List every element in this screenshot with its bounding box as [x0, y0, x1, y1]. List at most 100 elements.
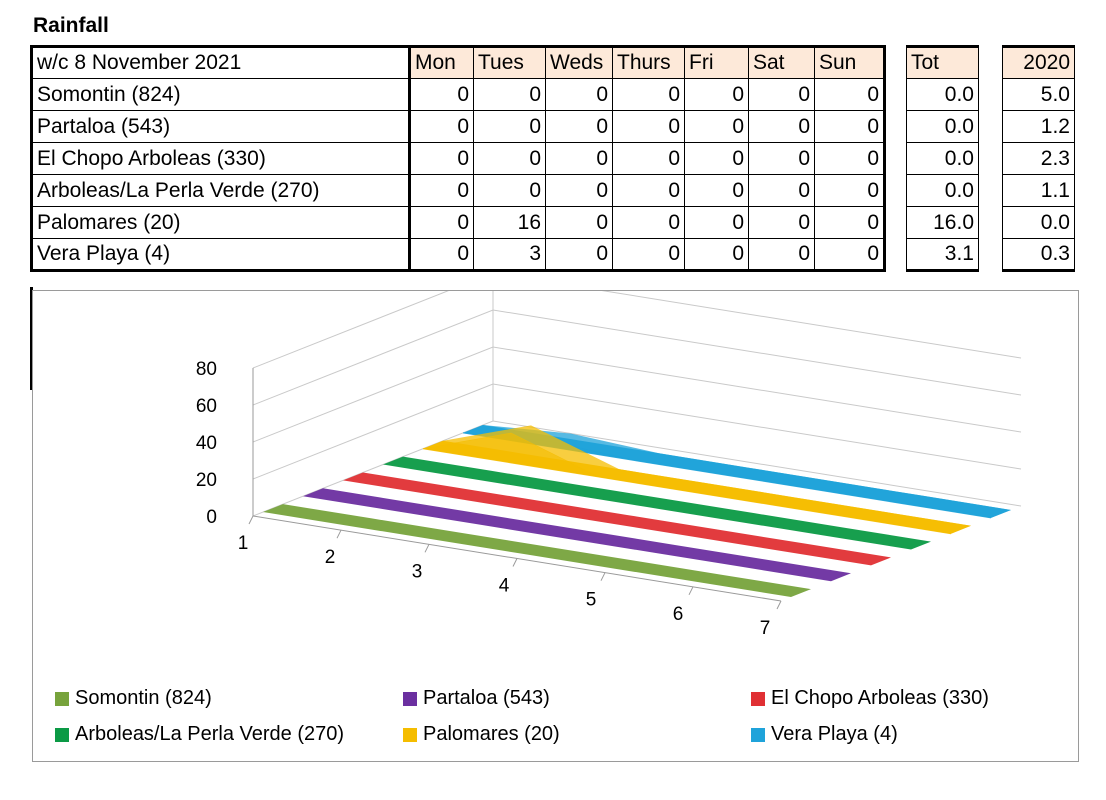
- rainfall-3d-chart: 0 20 40 60 80 1 2 3 4 5 6 7: [196, 272, 1022, 639]
- x-tick-label: 2: [325, 547, 336, 568]
- cell-mon: 0: [409, 142, 474, 175]
- legend-item: Vera Playa (4): [751, 723, 898, 746]
- legend-label: El Chopo Arboleas (330): [771, 687, 989, 709]
- col-header-fri: Fri: [684, 45, 749, 79]
- cell-sat: 0: [748, 174, 815, 207]
- col-header-sun: Sun: [814, 45, 886, 79]
- site-name: Palomares (20): [30, 206, 411, 239]
- col-header-tot: Tot: [906, 45, 979, 79]
- legend-swatch: [403, 727, 417, 742]
- cell-thurs: 0: [612, 238, 685, 272]
- cell-sun: 0: [814, 78, 886, 111]
- legend-label: Vera Playa (4): [771, 723, 898, 745]
- legend-label: Palomares (20): [423, 723, 560, 745]
- table-gap: [884, 110, 907, 143]
- col-header-sat: Sat: [748, 45, 815, 79]
- x-tick: [688, 586, 694, 596]
- site-name: El Chopo Arboleas (330): [30, 142, 411, 175]
- cell-sat: 0: [748, 238, 815, 272]
- y-tick-label: 60: [196, 396, 217, 417]
- x-tick-label: 3: [412, 561, 423, 582]
- table-gap: [978, 110, 1003, 143]
- cell-2020: 0.3: [1002, 238, 1075, 272]
- table-row: Partaloa (543) 0 0 0 0 0 0 0 0.0 1.2: [30, 110, 1075, 143]
- cell-mon: 0: [409, 174, 474, 207]
- y-tick-label: 0: [206, 507, 217, 528]
- cell-weds: 0: [545, 110, 613, 143]
- cell-tot: 3.1: [906, 238, 979, 272]
- cell-mon: 0: [409, 78, 474, 111]
- cell-sat: 0: [748, 110, 815, 143]
- col-header-thurs: Thurs: [612, 45, 685, 79]
- table-gap: [884, 174, 907, 207]
- table-border-remnant: [30, 287, 33, 390]
- cell-weds: 0: [545, 142, 613, 175]
- table-gap: [978, 238, 1003, 271]
- gridline: [252, 383, 1022, 480]
- x-tick: [424, 544, 430, 553]
- cell-sun: 0: [814, 238, 886, 272]
- cell-2020: 1.1: [1002, 174, 1075, 207]
- x-tick-label: 5: [586, 590, 597, 611]
- gridline: [252, 272, 1022, 369]
- cell-sun: 0: [814, 142, 886, 175]
- col-header-2020: 2020: [1002, 45, 1075, 79]
- table-gap: [978, 174, 1003, 207]
- table-header-row: w/c 8 November 2021 Mon Tues Weds Thurs …: [30, 45, 1075, 79]
- series-band: [343, 472, 891, 566]
- table-gap: [978, 46, 1003, 79]
- cell-thurs: 0: [612, 78, 685, 111]
- col-header-tues: Tues: [473, 45, 546, 79]
- legend-swatch: [55, 727, 69, 742]
- chart-panel: 0 20 40 60 80 1 2 3 4 5 6 7 Somontin (824) Partaloa…: [32, 272, 1079, 762]
- y-tick-label: 20: [196, 470, 217, 491]
- table-row: Palomares (20) 0 16 0 0 0 0 0 16.0 0.0: [30, 206, 1075, 239]
- legend-swatch: [751, 691, 765, 706]
- col-header-weds: Weds: [545, 45, 613, 79]
- site-name: Arboleas/La Perla Verde (270): [30, 174, 411, 207]
- legend-label: Arboleas/La Perla Verde (270): [75, 723, 345, 745]
- cell-fri: 0: [684, 206, 749, 239]
- cell-sun: 0: [814, 174, 886, 207]
- legend-item: Palomares (20): [403, 723, 560, 746]
- cell-sat: 0: [748, 78, 815, 111]
- cell-tues: 16: [473, 206, 546, 239]
- gridline: [252, 346, 1022, 443]
- cell-tues: 0: [473, 174, 546, 207]
- table-gap: [884, 78, 907, 111]
- legend-item: El Chopo Arboleas (330): [751, 687, 989, 710]
- y-tick-label: 80: [196, 359, 217, 380]
- cell-tot: 16.0: [906, 206, 979, 239]
- cell-sun: 0: [814, 206, 886, 239]
- cell-weds: 0: [545, 206, 613, 239]
- table-row: Vera Playa (4) 0 3 0 0 0 0 0 3.1 0.3: [30, 238, 1075, 272]
- x-tick-label: 6: [673, 604, 684, 625]
- site-name: Partaloa (543): [30, 110, 411, 143]
- cell-thurs: 0: [612, 110, 685, 143]
- site-name: Vera Playa (4): [30, 238, 411, 272]
- legend-item: Arboleas/La Perla Verde (270): [55, 723, 344, 746]
- table-gap: [978, 78, 1003, 111]
- table-gap: [884, 206, 907, 239]
- cell-2020: 5.0: [1002, 78, 1075, 111]
- cell-fri: 0: [684, 110, 749, 143]
- cell-tues: 0: [473, 78, 546, 111]
- table-row: El Chopo Arboleas (330) 0 0 0 0 0 0 0 0.…: [30, 142, 1075, 175]
- cell-sun: 0: [814, 110, 886, 143]
- table-gap: [978, 206, 1003, 239]
- table-gap: [884, 46, 907, 79]
- cell-weds: 0: [545, 238, 613, 272]
- page-title: Rainfall: [33, 14, 109, 37]
- x-tick-label: 7: [760, 618, 771, 639]
- cell-fri: 0: [684, 174, 749, 207]
- table-gap: [884, 142, 907, 175]
- cell-sat: 0: [748, 142, 815, 175]
- cell-thurs: 0: [612, 142, 685, 175]
- x-tick-label: 4: [499, 576, 510, 597]
- legend-item: Somontin (824): [55, 687, 212, 710]
- cell-tot: 0.0: [906, 110, 979, 143]
- x-tick: [248, 515, 254, 525]
- x-tick: [600, 572, 606, 581]
- x-tick: [776, 600, 782, 610]
- series-band: [383, 456, 931, 550]
